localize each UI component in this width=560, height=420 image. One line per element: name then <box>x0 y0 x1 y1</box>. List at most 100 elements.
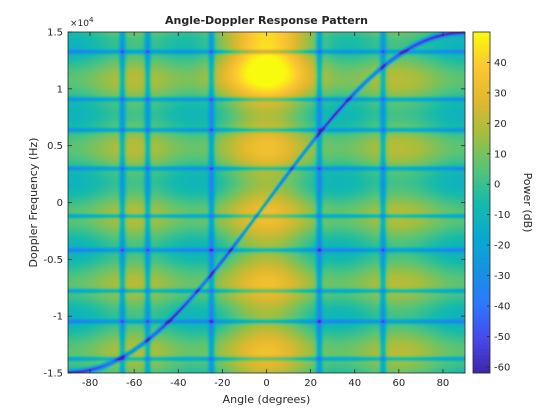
colorbar-segment <box>473 263 490 267</box>
colorbar-segment <box>473 196 490 200</box>
x-tick-label: 80 <box>437 378 450 389</box>
colorbar-segment <box>473 208 490 212</box>
colorbar-segment <box>473 135 490 139</box>
colorbar-segment <box>473 113 490 118</box>
colorbar-segment <box>473 226 490 231</box>
colorbar-segment <box>473 74 490 78</box>
y-axis-multiplier: ×104 <box>70 16 94 29</box>
colorbar-segment <box>473 186 490 191</box>
y-tick-label: 1 <box>57 84 63 95</box>
colorbar-segment <box>473 232 490 237</box>
colorbar-segment <box>473 257 490 261</box>
colorbar-segment <box>473 238 490 243</box>
x-axis-label: Angle (degrees) <box>223 393 311 406</box>
colorbar-segment <box>473 92 490 97</box>
colorbar-segment <box>473 235 490 240</box>
colorbar-tick-label: -40 <box>494 302 510 313</box>
colorbar-segment <box>473 123 490 127</box>
colorbar-segment <box>473 116 490 121</box>
colorbar-segment <box>473 339 490 343</box>
colorbar-tick-label: -50 <box>494 332 510 343</box>
colorbar-segment <box>473 174 490 179</box>
colorbar-segment <box>473 34 490 39</box>
colorbar-segment <box>473 302 490 307</box>
colorbar-segment <box>473 132 490 136</box>
colorbar-segment <box>473 107 490 112</box>
colorbar-segment <box>473 110 490 115</box>
colorbar-tick-label: 10 <box>494 149 507 160</box>
colorbar-segment <box>473 363 490 368</box>
y-tick-label: 0.5 <box>47 141 63 152</box>
colorbar-segment <box>473 77 490 82</box>
colorbar-segment <box>473 330 490 334</box>
colorbar-segment <box>473 296 490 301</box>
colorbar-segment <box>473 86 490 91</box>
y-tick-label: 1.5 <box>47 28 63 39</box>
colorbar-segment <box>473 336 490 340</box>
colorbar-segment <box>473 101 490 106</box>
y-tick-label: 0 <box>57 198 63 209</box>
colorbar-segment <box>473 119 490 124</box>
colorbar-segment <box>473 68 490 72</box>
colorbar-segment <box>473 366 490 371</box>
heatmap-image <box>68 32 465 373</box>
colorbar-segment <box>473 56 490 60</box>
colorbar-segment <box>473 250 490 255</box>
colorbar-segment <box>473 31 490 36</box>
colorbar-segment <box>473 126 490 130</box>
colorbar-segment <box>473 147 490 152</box>
colorbar-segment <box>473 287 490 292</box>
colorbar-segment <box>473 211 490 215</box>
colorbar-segment <box>473 65 490 69</box>
colorbar-segment <box>473 43 490 48</box>
colorbar-segment <box>473 153 490 158</box>
colorbar-segment <box>473 144 490 148</box>
colorbar-segment <box>473 244 490 249</box>
colorbar-tick-label: -30 <box>494 271 510 282</box>
colorbar-segment <box>473 80 490 85</box>
colorbar-segment <box>473 345 490 349</box>
colorbar-segment <box>473 165 490 170</box>
colorbar-segment <box>473 351 490 356</box>
colorbar-segment <box>473 171 490 176</box>
colorbar-segment <box>473 214 490 219</box>
colorbar-segment <box>473 40 490 45</box>
colorbar-segment <box>473 327 490 331</box>
colorbar-label: Power (dB) <box>521 173 534 233</box>
colorbar-segment <box>473 141 490 145</box>
colorbar-segment <box>473 159 490 164</box>
x-tick-label: -80 <box>82 378 98 389</box>
colorbar-segment <box>473 156 490 161</box>
colorbar-tick-label: 20 <box>494 119 507 130</box>
x-tick-label: 0 <box>263 378 269 389</box>
colorbar-tick-label: 40 <box>494 58 507 69</box>
colorbar-segment <box>473 180 490 185</box>
colorbar-segment <box>473 317 490 322</box>
y-axis: -1.5 -1 -0.5 0 0.5 1 1.5 <box>43 28 465 380</box>
colorbar-segment <box>473 348 490 352</box>
y-tick-label: -0.5 <box>43 255 63 266</box>
colorbar-segment <box>473 323 490 328</box>
colorbar-segment <box>473 59 490 63</box>
colorbar-segment <box>473 247 490 252</box>
y-tick-label: -1.5 <box>43 369 63 380</box>
colorbar-segment <box>473 220 490 225</box>
colorbar-segment <box>473 62 490 66</box>
x-tick-label: -40 <box>170 378 186 389</box>
colorbar-segment <box>473 53 490 57</box>
colorbar-segment <box>473 284 490 289</box>
colorbar-segment <box>473 357 490 362</box>
colorbar-segment <box>473 253 490 258</box>
colorbar-segment <box>473 177 490 182</box>
colorbar-segment <box>473 37 490 42</box>
colorbar-segment <box>473 223 490 228</box>
x-axis: -80 -60 -40 -20 0 20 40 60 80 <box>82 32 449 389</box>
colorbar-tick-label: 0 <box>494 180 500 191</box>
colorbar-segment <box>473 333 490 337</box>
colorbar-tick-label: -20 <box>494 241 510 252</box>
x-tick-label: 20 <box>304 378 317 389</box>
colorbar-segment <box>473 190 490 194</box>
colorbar-segment <box>473 162 490 167</box>
colorbar-segment <box>473 46 490 51</box>
